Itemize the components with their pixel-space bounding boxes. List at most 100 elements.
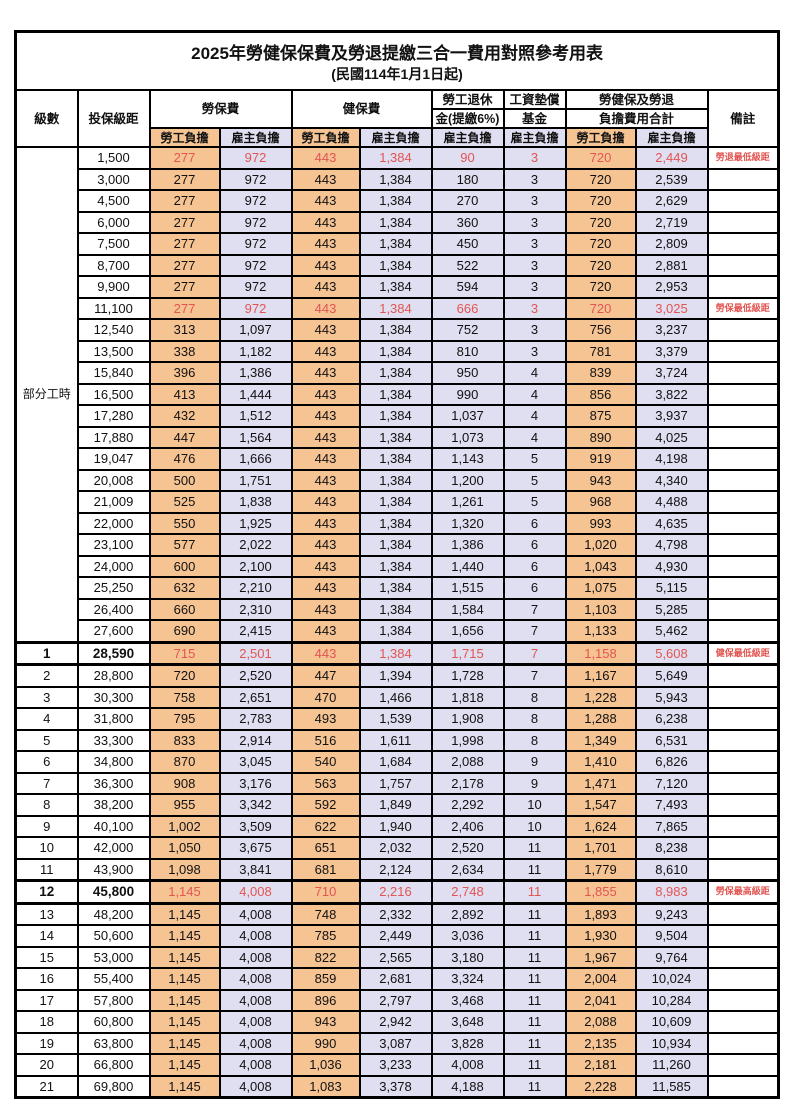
- value-cell: 2,415: [218, 619, 293, 643]
- table-row: 9,900 277 972 443 1,384 594 3 720 2,953: [16, 275, 780, 299]
- col-header-total-line1: 勞健保及勞退: [564, 89, 709, 110]
- bracket-cell: 13,500: [76, 339, 151, 363]
- value-cell: 4,198: [634, 447, 709, 471]
- value-cell: 4,008: [218, 1031, 293, 1055]
- value-cell: 756: [564, 318, 637, 342]
- value-cell: 1,384: [358, 210, 433, 234]
- value-cell: 1,002: [148, 814, 221, 838]
- table-row: 18 60,800 1,145 4,008 943 2,942 3,648 11 2,088 10…: [14, 1010, 780, 1034]
- subheader-total-employee: 勞工負擔: [564, 127, 637, 148]
- value-cell: 955: [148, 793, 221, 817]
- bracket-cell: 20,008: [76, 468, 151, 492]
- value-cell: 1,143: [430, 447, 505, 471]
- table-body: 部分工時 1,500 277 972 443 1,384 90 3 720 2,449 勞退最低級距…: [14, 146, 780, 1099]
- value-cell: 1,940: [358, 814, 433, 838]
- table-row: 5 33,300 833 2,914 516 1,611 1,998 8 1,349 6,531: [14, 728, 780, 752]
- value-cell: 447: [290, 663, 361, 688]
- remark-cell: [706, 814, 780, 838]
- value-cell: 443: [290, 533, 361, 557]
- value-cell: 2,783: [218, 707, 293, 731]
- value-cell: 3,324: [430, 967, 505, 991]
- value-cell: 1,925: [218, 511, 293, 535]
- value-cell: 516: [290, 728, 361, 752]
- premium-reference-table: 2025年勞健保保費及勞退提繳三合一費用對照參考用表 (民國114年1月1日起)…: [14, 30, 781, 1099]
- remark-cell: [706, 945, 780, 969]
- value-cell: 5,943: [634, 685, 709, 709]
- value-cell: 1,967: [564, 945, 637, 969]
- bracket-cell: 45,800: [76, 879, 151, 905]
- value-cell: 2,719: [634, 210, 709, 234]
- value-cell: 6,238: [634, 707, 709, 731]
- bracket-cell: 3,000: [76, 167, 151, 191]
- value-cell: 781: [564, 339, 637, 363]
- value-cell: 3,509: [218, 814, 293, 838]
- value-cell: 1,410: [564, 750, 637, 774]
- table-row: 20 66,800 1,145 4,008 1,036 3,233 4,008 11 2,181…: [14, 1053, 780, 1077]
- value-cell: 810: [430, 339, 505, 363]
- bracket-cell: 7,500: [76, 232, 151, 256]
- subheader-labor-employer: 雇主負擔: [218, 127, 293, 148]
- value-cell: 919: [564, 447, 637, 471]
- value-cell: 270: [430, 189, 505, 213]
- value-cell: 3,724: [634, 361, 709, 385]
- value-cell: 1,384: [358, 619, 433, 643]
- value-cell: 2,022: [218, 533, 293, 557]
- value-cell: 1,547: [564, 793, 637, 817]
- value-cell: 8: [502, 707, 567, 731]
- remark-cell: [706, 988, 780, 1012]
- value-cell: 450: [430, 232, 505, 256]
- value-cell: 443: [290, 210, 361, 234]
- bracket-cell: 40,100: [76, 814, 151, 838]
- bracket-cell: 4,500: [76, 189, 151, 213]
- value-cell: 758: [148, 685, 221, 709]
- level-cell: 11: [14, 857, 79, 882]
- value-cell: 839: [564, 361, 637, 385]
- header-row-1: 級數 投保級距 勞保費 健保費 勞工退休 工資墊償 勞健保及勞退 備註: [14, 89, 780, 148]
- value-cell: 1,384: [358, 576, 433, 600]
- bracket-cell: 6,000: [76, 210, 151, 234]
- value-cell: 2,809: [634, 232, 709, 256]
- value-cell: 432: [148, 404, 221, 428]
- value-cell: 540: [290, 750, 361, 774]
- value-cell: 4: [502, 425, 567, 449]
- value-cell: 2,100: [218, 554, 293, 578]
- value-cell: 4,930: [634, 554, 709, 578]
- remark-cell: [706, 771, 780, 795]
- table-row: 8 38,200 955 3,342 592 1,849 2,292 10 1,547 7,493: [14, 793, 780, 817]
- level-cell: 15: [14, 945, 79, 969]
- value-cell: 1,908: [430, 707, 505, 731]
- remark-cell: [706, 533, 780, 557]
- value-cell: 493: [290, 707, 361, 731]
- value-cell: 443: [290, 490, 361, 514]
- remark-cell: [706, 1031, 780, 1055]
- value-cell: 7: [502, 663, 567, 688]
- value-cell: 1,320: [430, 511, 505, 535]
- value-cell: 360: [430, 210, 505, 234]
- value-cell: 972: [218, 189, 293, 213]
- level-cell: 18: [14, 1010, 79, 1034]
- level-cell: 9: [14, 814, 79, 838]
- remark-cell: 勞保最高級距: [706, 879, 780, 905]
- table-row: 21,009 525 1,838 443 1,384 1,261 5 968 4,488: [16, 490, 780, 514]
- value-cell: 3,378: [358, 1074, 433, 1099]
- value-cell: 2,041: [564, 988, 637, 1012]
- table-row: 20,008 500 1,751 443 1,384 1,200 5 943 4,340: [16, 468, 780, 492]
- value-cell: 2,942: [358, 1010, 433, 1034]
- table-row: 15 53,000 1,145 4,008 822 2,565 3,180 11 1,967 9,…: [14, 945, 780, 969]
- level-cell: 21: [14, 1074, 79, 1099]
- level-cell: 14: [14, 924, 79, 948]
- value-cell: 3,045: [218, 750, 293, 774]
- value-cell: 4: [502, 382, 567, 406]
- value-cell: 1,384: [358, 189, 433, 213]
- value-cell: 2,881: [634, 253, 709, 277]
- bracket-cell: 55,400: [76, 967, 151, 991]
- value-cell: 632: [148, 576, 221, 600]
- value-cell: 1,145: [148, 967, 221, 991]
- bracket-cell: 28,800: [76, 663, 151, 688]
- table-row: 23,100 577 2,022 443 1,384 1,386 6 1,020 4,798: [16, 533, 780, 557]
- value-cell: 2,135: [564, 1031, 637, 1055]
- remark-cell: [706, 275, 780, 299]
- remark-cell: [706, 597, 780, 621]
- table-row: 27,600 690 2,415 443 1,384 1,656 7 1,133 5,462: [16, 619, 780, 643]
- value-cell: 8,983: [634, 879, 709, 905]
